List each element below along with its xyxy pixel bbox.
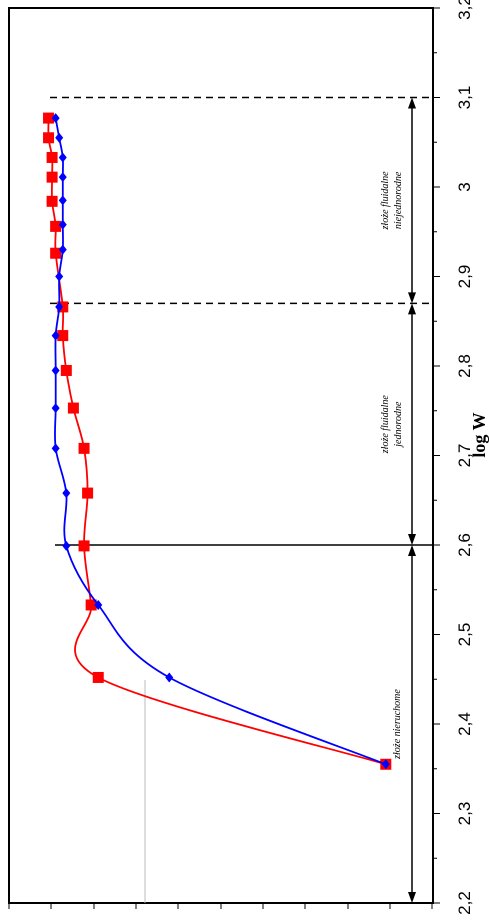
zone-arrows bbox=[408, 97, 416, 903]
data-point-diamond bbox=[51, 443, 60, 454]
data-point-diamond bbox=[381, 759, 390, 770]
log-w-tick-label: 3 bbox=[455, 182, 474, 191]
data-point-diamond bbox=[58, 195, 67, 206]
data-point-square bbox=[82, 487, 94, 499]
zone-label-line: złoże fluidalne bbox=[380, 395, 391, 455]
zone-label-line: złoże fluidalne bbox=[380, 171, 391, 231]
log-w-tick-label: 2,9 bbox=[455, 265, 474, 289]
zone-arrow-head bbox=[408, 97, 416, 109]
data-point-diamond bbox=[51, 113, 60, 124]
zone-arrow-head bbox=[408, 292, 416, 304]
data-point-diamond bbox=[58, 244, 67, 255]
data-point-diamond bbox=[51, 330, 60, 341]
log-w-axis-ticks: 2,2 2,3 2,4 2,5 2,6 2,7 2,8 2,9 3 3,1 3,2 bbox=[433, 0, 474, 915]
log-w-tick-label: 3,1 bbox=[455, 86, 474, 110]
zone-label: złoże fluidalne niejednorodne bbox=[380, 171, 404, 231]
zone-label-line: jednorodne bbox=[393, 401, 404, 449]
data-point-diamond bbox=[55, 271, 64, 282]
data-point-diamond bbox=[94, 599, 103, 610]
log-w-tick-label: 2,8 bbox=[455, 354, 474, 378]
data-point-diamond bbox=[62, 488, 71, 499]
zone-label: złoże nieruchome bbox=[392, 689, 403, 760]
data-point-square bbox=[46, 171, 58, 183]
data-point-square bbox=[85, 599, 97, 611]
data-point-diamond bbox=[58, 172, 67, 183]
data-point-square bbox=[50, 220, 62, 232]
zone-label-line: niejednorodne bbox=[393, 171, 404, 229]
zone-arrow-head bbox=[408, 303, 416, 315]
reference-lines bbox=[50, 96, 433, 546]
zone-label: złoże fluidalne jednorodne bbox=[380, 395, 404, 455]
data-point-diamond bbox=[51, 403, 60, 414]
log-w-tick-label: 2,2 bbox=[455, 891, 474, 915]
data-point-square bbox=[78, 540, 90, 552]
data-point-diamond bbox=[62, 540, 71, 551]
plot-area bbox=[8, 7, 434, 904]
zone-arrow-head bbox=[408, 545, 416, 556]
log-w-tick-label: 3,2 bbox=[455, 0, 474, 20]
data-point-diamond bbox=[58, 152, 67, 163]
data-point-diamond bbox=[58, 219, 67, 230]
data-point-diamond bbox=[51, 365, 60, 376]
log-w-tick-label: 2,5 bbox=[455, 623, 474, 647]
data-point-square bbox=[43, 132, 55, 144]
data-point-square bbox=[46, 151, 58, 163]
data-point-square bbox=[50, 247, 62, 259]
zone-label-line: złoże nieruchome bbox=[392, 689, 403, 760]
log-w-tick-label: 2,7 bbox=[455, 444, 474, 468]
value-axis-ticks bbox=[8, 903, 433, 909]
data-point-square bbox=[43, 112, 55, 124]
log-w-tick-label: 2,6 bbox=[455, 533, 474, 557]
data-point-square bbox=[46, 195, 58, 207]
data-point-square bbox=[92, 671, 104, 683]
zone-arrow-head bbox=[408, 534, 416, 545]
data-point-diamond bbox=[165, 672, 174, 683]
data-point-square bbox=[67, 402, 79, 414]
log-w-tick-label: 2,3 bbox=[455, 802, 474, 826]
zone-arrow-head bbox=[408, 892, 416, 903]
data-point-diamond bbox=[55, 301, 64, 312]
data-point-square bbox=[60, 364, 72, 376]
log-w-tick-label: 2,4 bbox=[455, 712, 474, 736]
data-point-diamond bbox=[55, 132, 64, 143]
x-axis-title: log W bbox=[469, 412, 489, 457]
series-layer bbox=[43, 112, 392, 770]
data-point-square bbox=[57, 330, 69, 342]
data-point-square bbox=[78, 442, 90, 454]
